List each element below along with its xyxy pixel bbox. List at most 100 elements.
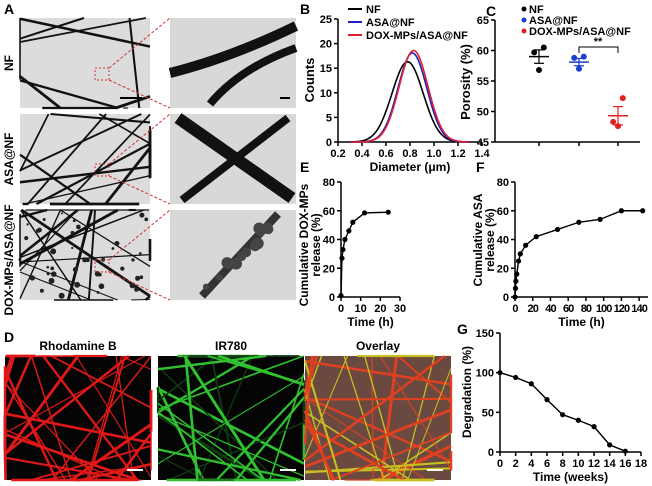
series-line: [350, 49, 469, 143]
microparticle: [226, 259, 235, 267]
fiber: [3, 355, 33, 416]
fiber: [4, 382, 99, 481]
data-point: [576, 65, 582, 72]
y-tick-label: 20: [323, 263, 335, 275]
data-point: [622, 448, 628, 454]
data-point: [575, 417, 581, 423]
microparticle: [39, 288, 44, 293]
x-tick-label: 0: [512, 303, 518, 315]
y-tick-label: 45: [477, 137, 489, 149]
data-point: [514, 271, 520, 277]
fiber: [50, 112, 151, 124]
x-axis-label: Time (h): [347, 315, 393, 329]
microparticle: [134, 287, 139, 292]
fiber: [19, 153, 91, 205]
data-point: [515, 258, 522, 264]
data-point: [531, 49, 538, 56]
fiber: [19, 113, 50, 172]
fiber: [19, 17, 85, 40]
zoom-region-box: [94, 67, 110, 81]
y-axis-label: release (%): [309, 213, 323, 276]
x-tick-label: 120: [614, 303, 630, 315]
data-point: [362, 210, 368, 216]
microparticle: [35, 228, 41, 233]
y-tick-label: 0: [329, 292, 335, 304]
fiber: [304, 424, 405, 482]
fiber: [401, 355, 435, 481]
fiber: [120, 355, 152, 370]
panel-label: D: [4, 329, 14, 345]
y-tick-label: 40: [323, 235, 335, 247]
panel-label: F: [476, 159, 485, 175]
zoom-connector: [108, 175, 171, 205]
microparticle: [262, 222, 273, 233]
panel-label: B: [300, 1, 310, 17]
y-tick-label: 60: [323, 206, 335, 218]
microparticle: [42, 218, 46, 222]
microparticle: [72, 219, 76, 223]
fiber: [4, 381, 66, 481]
micrograph-high-mag: [170, 210, 296, 300]
x-tick-label: 0: [338, 303, 344, 315]
channel-label: Rhodamine B: [39, 339, 117, 353]
y-tick-label: 20: [320, 39, 332, 51]
data-point: [528, 381, 534, 387]
microparticle: [216, 273, 223, 281]
data-point: [619, 95, 626, 102]
fiber: [19, 208, 79, 257]
x-tick-label: 80: [581, 303, 592, 315]
data-point: [338, 292, 344, 299]
micrograph-high-mag: [168, 18, 299, 108]
row-label: DOX-MPs/ASA@NF: [2, 204, 16, 315]
fiber: [20, 209, 82, 301]
fiber: [19, 208, 48, 219]
microparticle: [139, 212, 145, 218]
fiber: [104, 146, 152, 205]
data-point: [512, 294, 518, 300]
x-tick-label: 6: [544, 458, 550, 470]
microparticle: [139, 275, 144, 280]
fiber: [331, 431, 452, 481]
data-point: [544, 397, 550, 403]
microparticle: [76, 224, 81, 230]
y-axis-label: Cumulative ASA: [471, 193, 485, 286]
x-axis-label: Diameter (μm): [370, 160, 451, 174]
legend-label: ASA@NF: [366, 17, 415, 29]
fiber: [363, 355, 400, 481]
fiber: [19, 79, 119, 110]
data-point: [540, 44, 547, 51]
microparticle: [46, 272, 50, 276]
channel-label: IR780: [215, 339, 247, 353]
data-point: [497, 370, 503, 376]
microparticle: [58, 292, 65, 299]
fiber: [19, 17, 147, 43]
microparticle: [29, 275, 35, 281]
y-tick-label: 0: [488, 447, 494, 459]
series-line: [340, 211, 389, 296]
y-tick-label: 20: [497, 263, 509, 275]
data-point: [513, 374, 519, 381]
series-line: [350, 60, 469, 143]
fiber: [30, 355, 72, 481]
data-point: [640, 208, 646, 214]
channel-label: Overlay: [356, 339, 400, 353]
fiber: [19, 113, 142, 172]
micrograph-high-mag: [170, 113, 296, 204]
fiber: [20, 208, 151, 298]
microparticle: [236, 251, 247, 262]
y-tick-label: 5: [326, 112, 332, 124]
data-point: [576, 219, 582, 225]
data-point: [618, 208, 625, 214]
microparticle: [46, 265, 50, 269]
micrograph-background: [170, 210, 296, 300]
x-tick-label: 18: [635, 458, 647, 470]
micrograph-low-mag: [19, 112, 152, 206]
x-tick-label: 10: [572, 458, 584, 470]
x-tick-label: 16: [619, 458, 631, 470]
fiber: [157, 411, 248, 481]
fiber: [3, 355, 14, 380]
x-axis-label: Time (h): [558, 315, 604, 329]
y-tick-label: 15: [320, 63, 332, 75]
fiber: [131, 298, 151, 301]
